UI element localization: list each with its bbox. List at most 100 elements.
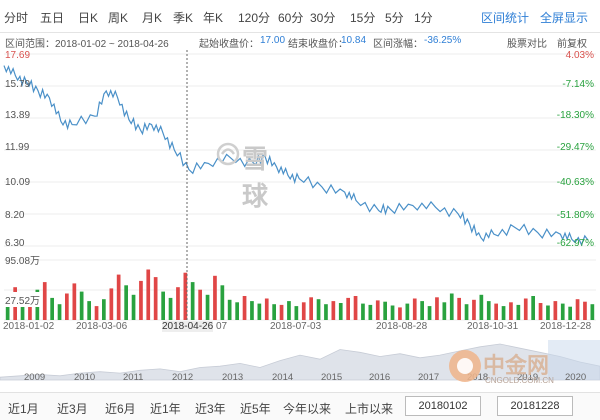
volume-bar [213,275,217,320]
overview-year-label: 2017 [418,372,440,383]
range-tab[interactable]: 近6月 [105,402,136,416]
price-tick: 8.20 [5,210,25,221]
x-tick: 2018-03-06 [76,321,128,332]
overview-year-label: 2012 [172,372,194,383]
adjust-dropdown[interactable]: 前复权 [557,39,587,50]
volume-bar [435,297,439,320]
volume-bar [398,307,402,320]
volume-bar [205,294,210,320]
pct-tick: -62.97% [556,238,594,249]
cngold-badge-icon [449,350,481,382]
overview-year-label: 2016 [369,372,391,383]
period-tab[interactable]: 周K [108,11,129,25]
overview-year-label: 2014 [272,372,294,383]
volume-bar [405,303,410,320]
volume-bar [28,302,32,320]
volume-bar [50,297,54,320]
price-tick: 11.99 [5,142,30,153]
x-tick-cursor: 2018-04-26 [162,321,214,332]
fullscreen-button[interactable]: 全屏显示 [540,11,589,25]
volume-bar [250,301,254,320]
volume-bar [87,301,91,320]
period-tab[interactable]: 15分 [350,11,376,25]
volume-bar [309,297,313,320]
overview-year-label: 2018 [467,372,489,383]
volume-bar [109,288,114,320]
pct-tick: 4.03% [565,50,594,61]
volume-bar [316,299,321,320]
period-tab[interactable]: 分时 [4,11,29,25]
volume-bar [272,304,276,320]
volume-bar [146,269,151,320]
volume-mid-tick: 27.52万 [5,292,41,307]
volume-bar [124,285,128,320]
period-tab[interactable]: 5分 [385,11,404,25]
range-stats-button[interactable]: 区间统计 [481,11,530,25]
volume-bar [494,303,498,320]
volume-bar [553,301,558,320]
volume-bar [368,304,373,320]
period-tab[interactable]: 60分 [278,11,304,25]
volume-bar [346,297,350,320]
volume-bar [279,304,284,320]
volume-bar [457,297,461,320]
volume-bar [20,301,25,320]
range-tab[interactable]: 近1年 [150,402,181,416]
volume-bar [575,299,580,320]
overview-year-label: 2009 [24,372,46,383]
volume-bar [235,302,239,320]
volume-bar [568,306,572,320]
price-tick: 15.79 [5,79,31,90]
overview-year-label: 2020 [565,372,587,383]
volume-bar [287,301,291,320]
range-tab[interactable]: 上市以来 [345,402,394,416]
volume-bar [301,302,306,320]
x-tick: 2018-01-02 [3,321,55,332]
compare-button[interactable]: 股票对比 [507,39,547,50]
volume-bar [324,304,328,320]
range-tab[interactable]: 近1月 [8,402,39,416]
period-tab[interactable]: 30分 [310,11,336,25]
period-tab[interactable]: 季K [173,11,194,25]
period-tab[interactable]: 月K [142,11,163,25]
volume-bar [479,294,484,320]
x-tick: 2018-07-03 [270,321,322,332]
volume-bar [442,302,447,320]
volume-bar [227,299,232,320]
volume-bar [57,304,62,320]
volume-bar [449,293,454,320]
volume-bar [153,277,158,320]
price-chart[interactable] [0,50,600,395]
xueqiu-logo-icon [216,142,240,166]
overview-year-label: 2010 [74,372,96,383]
overview-selection [548,340,600,380]
range-tab[interactable]: 近3年 [195,402,226,416]
volume-bar [131,294,136,320]
volume-bar [560,303,565,320]
volume-bar [176,287,180,320]
range-text: 区间范围：2018-01-02 ~ 2018-04-26 [5,39,169,50]
range-tab[interactable]: 今年以来 [283,402,332,416]
range-tab[interactable]: 近3月 [57,402,88,416]
volume-bar [242,296,247,320]
price-tick: 10.09 [5,177,31,188]
volume-bar [139,280,143,320]
period-tab[interactable]: 1分 [414,11,433,25]
change-label: 区间涨幅： [373,39,423,50]
pct-tick: -7.14% [562,79,594,90]
xueqiu-watermark: 雪球 [216,141,268,211]
pct-tick: -40.63% [556,177,594,188]
start-date-input[interactable] [405,396,481,416]
volume-bar [383,301,387,320]
volume-bar [390,305,395,320]
change-value: -36.25% [424,35,462,46]
period-tab[interactable]: 日K [78,11,99,25]
period-tab[interactable]: 五日 [40,11,65,25]
volume-bars [5,269,595,320]
end-date-input[interactable] [497,396,573,416]
period-tab[interactable]: 年K [203,11,224,25]
period-tab[interactable]: 120分 [238,11,271,25]
end-label: 结束收盘价： [288,39,348,50]
range-tab[interactable]: 近5年 [240,402,271,416]
volume-bar [294,306,299,320]
